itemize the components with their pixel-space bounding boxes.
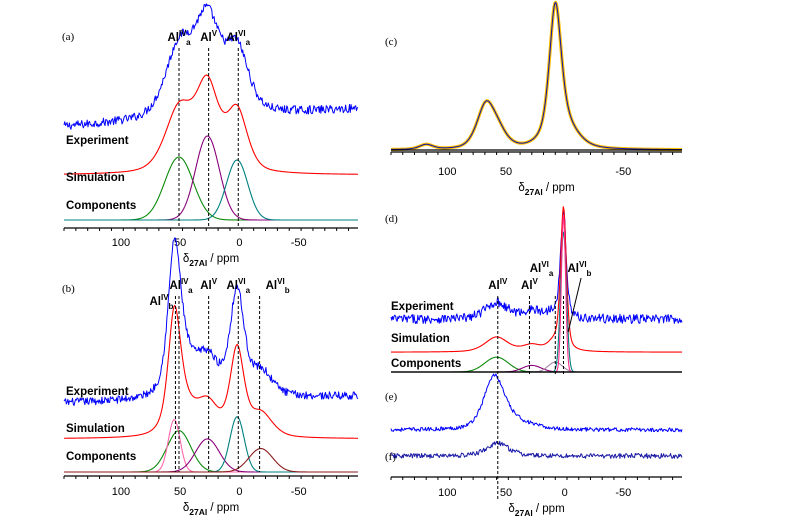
panel-f: (f) 100 50 0 -50 δ27Al / ppm xyxy=(385,440,683,518)
x-tick-label: 50 xyxy=(174,486,186,498)
trace-label-experiment: Experiment xyxy=(391,301,454,313)
panel-label: (b) xyxy=(62,283,75,295)
site-label: AlVIb xyxy=(266,277,290,295)
x-tick-label: 0 xyxy=(562,487,568,499)
site-label: AlIVa xyxy=(167,29,191,47)
x-tick-label: 50 xyxy=(500,166,512,178)
x-tick-label: 50 xyxy=(500,487,512,499)
site-label: AlV xyxy=(200,29,218,44)
series-experiment-0 xyxy=(63,3,359,130)
series-simulation-1 xyxy=(391,206,682,353)
series-experiment-0 xyxy=(63,237,359,407)
x-axis-title: δ27Al / ppm xyxy=(183,253,239,268)
trace-label-experiment: Experiment xyxy=(66,386,129,398)
trace-label-simulation: Simulation xyxy=(66,172,125,184)
x-tick-label: -50 xyxy=(615,487,631,499)
panel-d: (d) Experiment Simulation Components AlIV AlV… xyxy=(385,206,683,376)
site-label: AlV xyxy=(200,277,218,292)
site-label: AlIVb xyxy=(149,293,173,311)
panel-label: (d) xyxy=(385,213,398,225)
series-component-6 xyxy=(391,215,682,373)
panel-label: (c) xyxy=(385,36,398,48)
x-axis-title: δ27Al / ppm xyxy=(518,182,574,197)
site-label: AlVIa xyxy=(227,29,251,47)
x-tick-label: 100 xyxy=(112,486,130,498)
site-label: AlIVa xyxy=(169,277,193,295)
panel-label: (a) xyxy=(62,31,75,43)
site-label: AlVIb xyxy=(567,260,591,278)
series-experiment-0 xyxy=(390,440,683,459)
series-experiment-0 xyxy=(390,373,683,433)
series-experiment-0 xyxy=(390,210,683,325)
series-experiment-1 xyxy=(390,1,683,151)
series-fit-0 xyxy=(390,0,683,152)
x-tick-label: 100 xyxy=(438,487,456,499)
panel-e: (e) xyxy=(385,373,683,433)
trace-label-components: Components xyxy=(66,200,136,212)
series-component-6 xyxy=(64,448,358,473)
series-component-4 xyxy=(64,159,358,221)
panel-b: (b) 100 50 0 -50 δ27Al / ppm Experiment Simulat… xyxy=(62,237,359,517)
x-tick-label: -50 xyxy=(291,237,307,249)
x-tick-label: 0 xyxy=(236,237,242,249)
trace-label-simulation: Simulation xyxy=(66,423,125,435)
x-tick-label: 100 xyxy=(112,237,130,249)
x-tick-label: 100 xyxy=(438,166,456,178)
panel-c: (c) 100 50 -50 δ27Al / ppm xyxy=(385,0,683,197)
x-tick-label: -50 xyxy=(291,486,307,498)
x-axis-title: δ27Al / ppm xyxy=(183,502,239,517)
site-label: AlIV xyxy=(488,277,508,292)
trace-label-experiment: Experiment xyxy=(66,135,129,147)
series-simulation-1 xyxy=(63,304,358,439)
series-simulation-1 xyxy=(63,74,359,175)
site-label: AlVIa xyxy=(530,260,554,278)
panel-label: (e) xyxy=(385,391,398,403)
trace-label-components: Components xyxy=(66,451,136,463)
trace-label-simulation: Simulation xyxy=(391,333,450,345)
x-tick-label: -50 xyxy=(615,166,631,178)
x-tick-label: 0 xyxy=(236,486,242,498)
x-axis-title: δ27Al / ppm xyxy=(508,503,564,518)
trace-label-components: Components xyxy=(391,358,461,370)
site-label: AlVIa xyxy=(227,277,251,295)
site-pointer-line xyxy=(567,277,582,333)
site-label: AlV xyxy=(521,277,539,292)
panel-label: (f) xyxy=(385,451,396,463)
